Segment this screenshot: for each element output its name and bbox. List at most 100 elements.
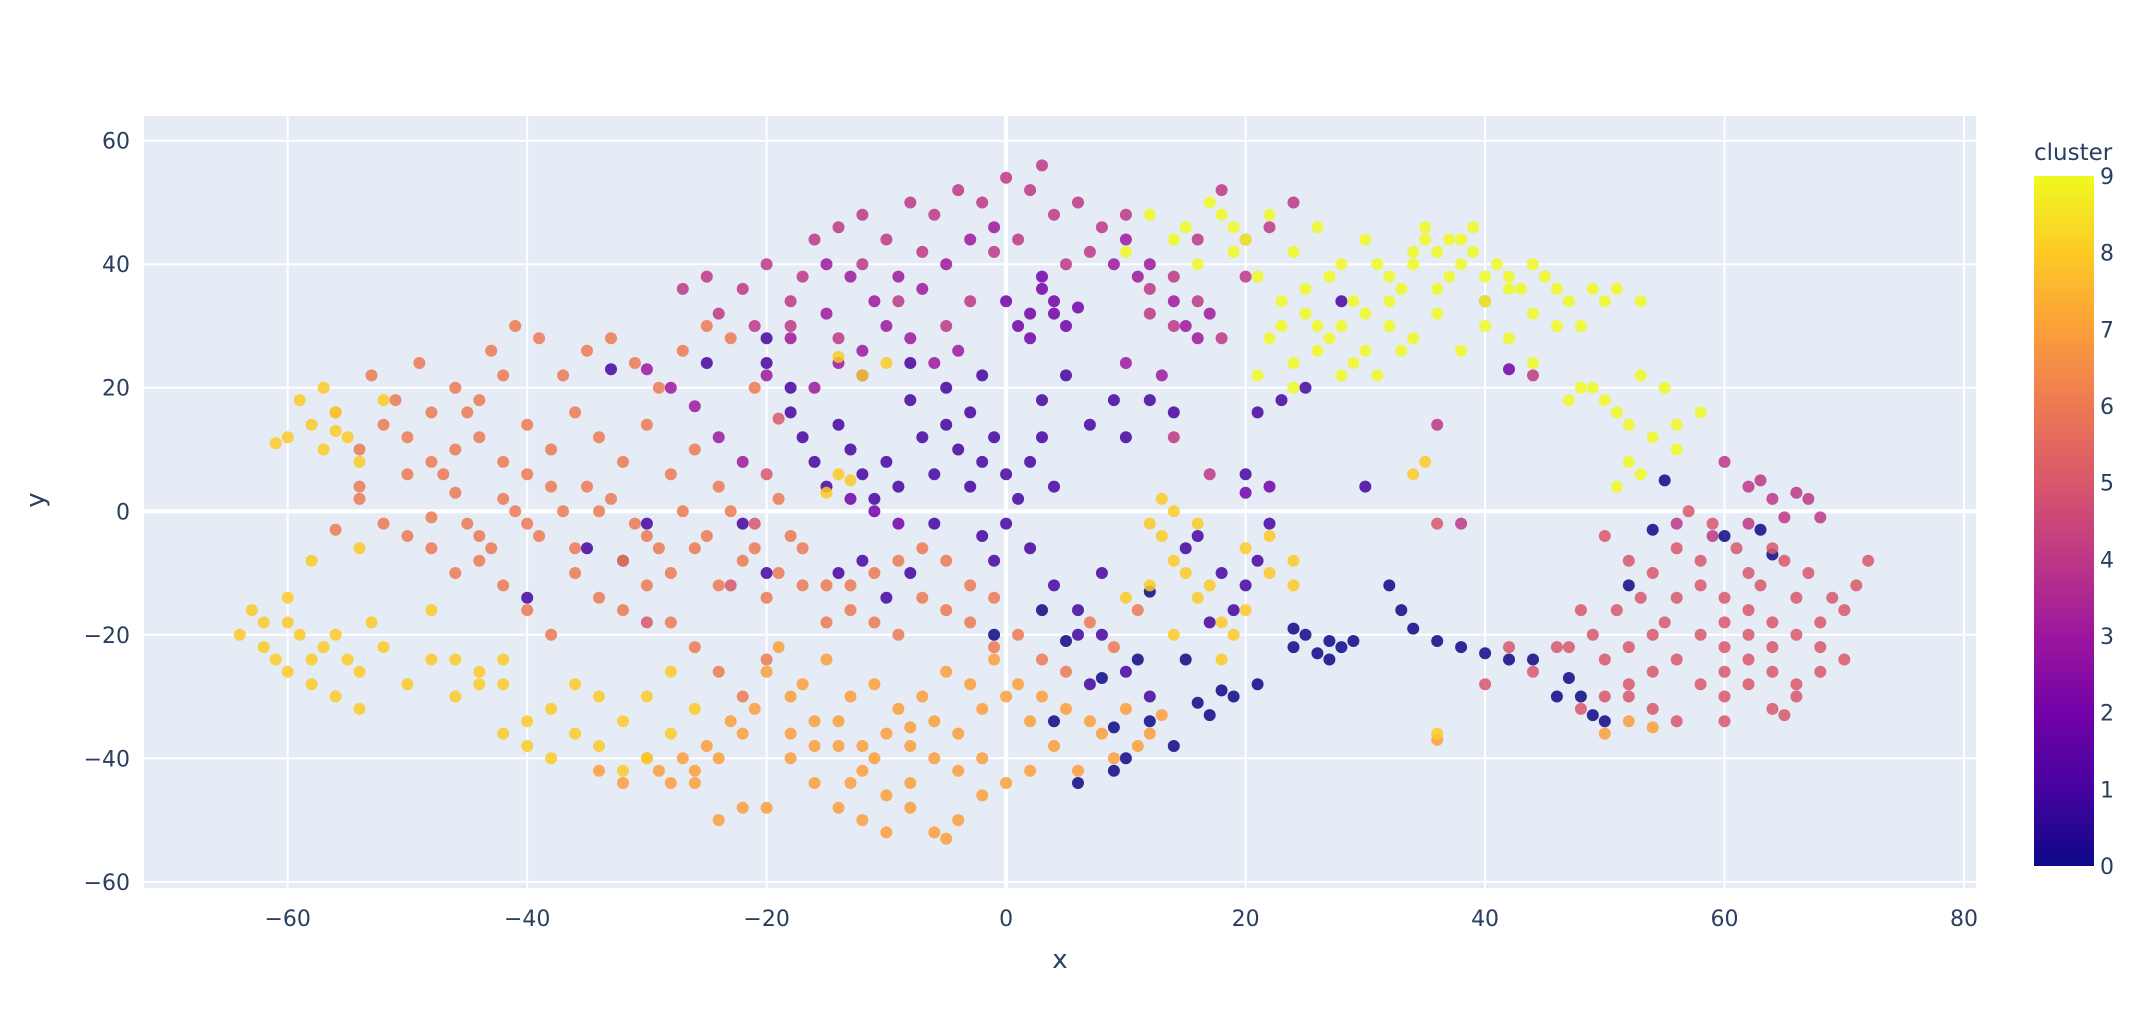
y-tick-label: 60: [102, 130, 130, 155]
data-point-cluster-9: [1455, 344, 1468, 357]
data-point-cluster-8: [473, 665, 486, 678]
data-point-cluster-1: [928, 517, 941, 530]
data-point-cluster-0: [1107, 764, 1120, 777]
data-point-cluster-1: [1143, 690, 1156, 703]
data-point-cluster-8: [305, 554, 318, 567]
data-point-cluster-8: [245, 604, 258, 617]
data-point-cluster-9: [1694, 406, 1707, 419]
data-point-cluster-9: [1227, 221, 1240, 234]
data-point-cluster-6: [724, 505, 737, 518]
data-point-cluster-8: [820, 486, 833, 499]
data-point-cluster-0: [1311, 647, 1324, 660]
data-point-cluster-6: [868, 567, 881, 579]
data-point-cluster-8: [1407, 468, 1420, 481]
data-point-cluster-7: [856, 740, 869, 752]
data-point-cluster-5: [1742, 678, 1755, 691]
data-point-cluster-9: [1562, 295, 1575, 308]
data-point-cluster-1: [808, 455, 821, 468]
data-point-cluster-4: [1143, 282, 1156, 295]
data-point-cluster-7: [1107, 752, 1120, 765]
data-point-cluster-8: [1155, 530, 1168, 542]
data-point-cluster-7: [652, 764, 665, 777]
data-point-cluster-6: [449, 567, 462, 579]
data-point-cluster-5: [1790, 628, 1803, 641]
data-point-cluster-8: [233, 628, 246, 641]
data-point-cluster-8: [1287, 579, 1300, 592]
data-point-cluster-6: [485, 344, 498, 357]
data-point-cluster-6: [557, 505, 570, 518]
data-point-cluster-3: [640, 363, 653, 376]
data-point-cluster-0: [1095, 672, 1108, 684]
data-point-cluster-1: [1239, 468, 1252, 481]
data-point-cluster-8: [317, 641, 330, 654]
data-point-cluster-7: [868, 678, 881, 691]
data-point-cluster-3: [688, 400, 701, 413]
x-tick-label: 60: [1711, 907, 1739, 932]
data-point-cluster-8: [329, 406, 342, 419]
data-point-cluster-4: [712, 307, 725, 320]
data-point-cluster-7: [1131, 740, 1144, 752]
data-point-cluster-9: [1610, 406, 1623, 419]
data-point-cluster-5: [748, 517, 761, 530]
data-point-cluster-1: [868, 492, 881, 505]
data-point-cluster-1: [904, 357, 917, 369]
x-tick-label: 80: [1950, 907, 1978, 932]
data-point-cluster-8: [305, 418, 318, 431]
data-point-cluster-9: [1143, 208, 1156, 221]
data-point-cluster-9: [1287, 381, 1300, 394]
data-point-cluster-8: [569, 678, 582, 691]
data-point-cluster-8: [1143, 579, 1156, 592]
data-point-cluster-5: [1622, 678, 1635, 691]
data-point-cluster-7: [736, 727, 749, 740]
data-point-cluster-4: [1215, 332, 1228, 345]
data-point-cluster-1: [796, 431, 809, 444]
data-point-cluster-1: [928, 468, 941, 481]
data-point-cluster-7: [688, 764, 701, 777]
data-point-cluster-1: [605, 363, 617, 376]
data-point-cluster-4: [964, 295, 977, 308]
data-point-cluster-8: [1191, 591, 1204, 604]
data-point-cluster-5: [1646, 628, 1659, 641]
data-point-cluster-6: [844, 604, 857, 617]
data-point-cluster-1: [988, 431, 1001, 444]
data-point-cluster-4: [856, 258, 869, 271]
data-point-cluster-1: [1024, 542, 1037, 555]
x-tick-label: −60: [264, 907, 310, 932]
data-point-cluster-9: [1586, 282, 1599, 295]
data-point-cluster-5: [1670, 591, 1683, 604]
data-point-cluster-4: [1670, 517, 1683, 530]
data-point-cluster-1: [952, 443, 965, 456]
data-point-cluster-6: [473, 394, 486, 407]
data-point-cluster-3: [916, 282, 929, 295]
colorbar-tick-label: 2: [2100, 702, 2114, 727]
data-point-cluster-9: [1431, 245, 1444, 258]
data-point-cluster-8: [317, 381, 330, 394]
data-point-cluster-1: [1048, 480, 1060, 493]
data-point-cluster-3: [1191, 332, 1204, 345]
data-point-cluster-1: [976, 369, 989, 382]
data-point-cluster-4: [880, 233, 893, 246]
data-point-cluster-1: [700, 357, 713, 369]
data-point-cluster-4: [1742, 480, 1755, 493]
data-point-cluster-8: [293, 394, 306, 407]
data-point-cluster-6: [940, 554, 953, 567]
data-point-cluster-8: [1239, 542, 1252, 555]
data-point-cluster-6: [664, 567, 677, 579]
data-point-cluster-0: [1407, 622, 1420, 635]
data-point-cluster-7: [748, 702, 761, 715]
data-point-cluster-8: [377, 641, 390, 654]
colorbar: cluster 0 1 2 3 4 5 6 7 8 9: [2034, 140, 2114, 880]
data-point-cluster-7: [976, 702, 989, 715]
data-point-cluster-6: [545, 480, 558, 493]
data-point-cluster-4: [988, 245, 1001, 258]
data-point-cluster-8: [688, 702, 701, 715]
data-point-cluster-4: [1048, 208, 1060, 221]
x-tick-label: −40: [504, 907, 550, 932]
data-point-cluster-0: [1622, 579, 1635, 592]
data-point-cluster-6: [413, 357, 426, 369]
data-point-cluster-6: [605, 492, 617, 505]
data-point-cluster-9: [1335, 258, 1348, 271]
data-point-cluster-2: [892, 517, 905, 530]
data-point-cluster-9: [1670, 443, 1683, 456]
data-point-cluster-6: [485, 542, 498, 555]
